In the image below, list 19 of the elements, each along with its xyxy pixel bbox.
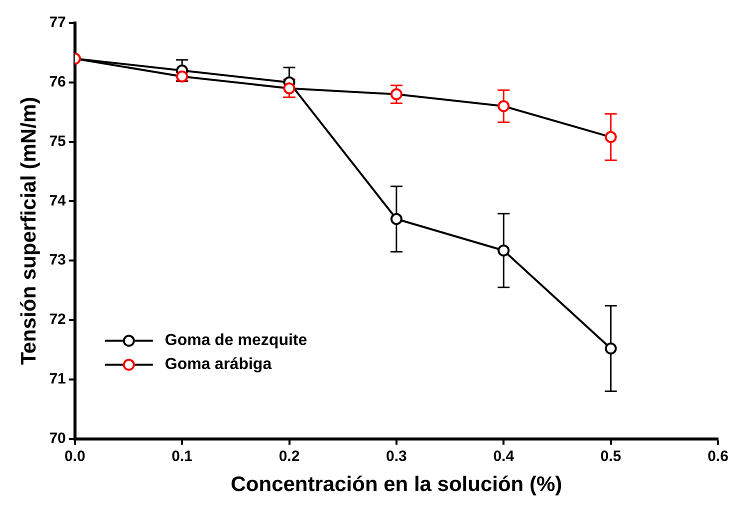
y-tick-label: 77 xyxy=(49,14,66,32)
y-tick-label: 73 xyxy=(49,252,66,269)
x-tick-label: 0.3 xyxy=(386,448,407,465)
x-tick-label: 0.2 xyxy=(278,448,300,465)
y-tick-label: 76 xyxy=(49,74,66,91)
y-tick-label: 71 xyxy=(49,370,66,388)
y-tick-label: 75 xyxy=(49,132,66,150)
x-tick-label: 0.5 xyxy=(600,448,622,465)
x-tick-label: 0.1 xyxy=(172,448,192,465)
legend-label: Goma de mezquite xyxy=(164,332,308,350)
x-axis-title: Concentración en la solución (%) xyxy=(230,473,562,496)
y-tick-label: 70 xyxy=(49,430,66,447)
y-tick-label: 74 xyxy=(49,192,67,210)
x-tick-label: 0.0 xyxy=(64,448,86,465)
y-axis-title: Tensión superficial (mN/m) xyxy=(17,96,40,365)
y-tick-label: 72 xyxy=(49,311,66,328)
x-tick-label: 0.4 xyxy=(493,448,515,465)
legend-label: Goma arábiga xyxy=(164,356,272,374)
x-tick-label: 0.6 xyxy=(708,448,728,465)
